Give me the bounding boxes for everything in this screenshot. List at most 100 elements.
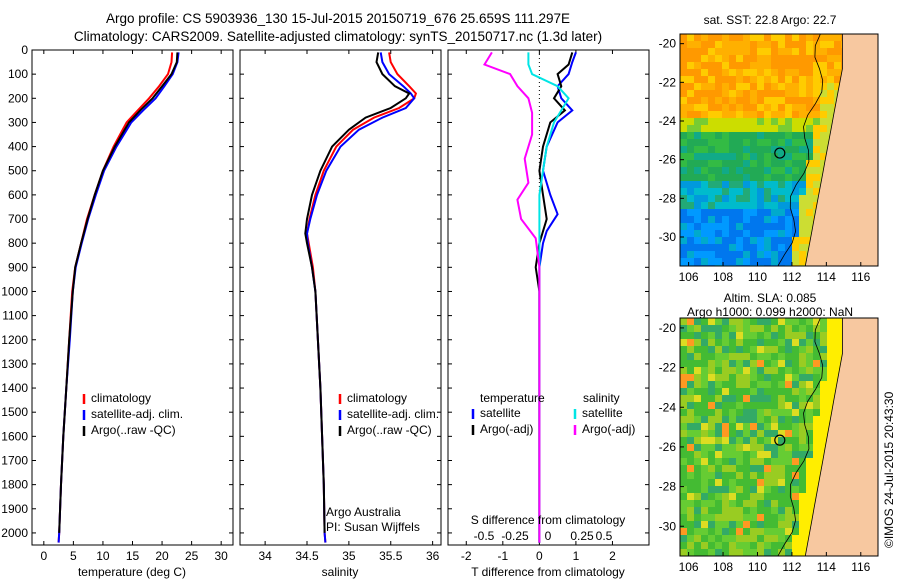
sla-heatmap-cell [680, 332, 687, 339]
sla-heatmap-cell [715, 500, 722, 507]
sla-heatmap-cell [701, 318, 708, 325]
sst-heatmap-cell [764, 83, 771, 90]
sst-heatmap-cell [743, 195, 750, 202]
sla-heatmap-cell [687, 388, 694, 395]
sla-heatmap-cell [722, 472, 729, 479]
sla-heatmap-cell [771, 542, 778, 549]
sst-heatmap-cell [792, 118, 799, 125]
sla-heatmap-cell [834, 339, 841, 346]
sst-heatmap-cell [736, 111, 743, 118]
sst-heatmap-cell [680, 62, 687, 69]
sst-heatmap-cell [722, 258, 729, 265]
sla-heatmap-cell [694, 500, 701, 507]
sla-heatmap-cell [715, 318, 722, 325]
sla-heatmap-cell [680, 381, 687, 388]
sla-heatmap-cell [785, 451, 792, 458]
sst-heatmap-cell [701, 181, 708, 188]
sla-heatmap-cell [743, 535, 750, 542]
sst-heatmap-cell [701, 55, 708, 62]
sst-heatmap-cell [694, 111, 701, 118]
sst-heatmap-cell [785, 76, 792, 83]
sst-heatmap-cell [750, 34, 757, 41]
sst-heatmap-cell [680, 230, 687, 237]
sla-heatmap-cell [736, 353, 743, 360]
sla-heatmap-cell [806, 451, 813, 458]
sla-heatmap-cell [736, 416, 743, 423]
sla-heatmap-cell [764, 353, 771, 360]
sla-heatmap-cell [687, 325, 694, 332]
sla-heatmap-cell [750, 339, 757, 346]
sla-heatmap-cell [764, 402, 771, 409]
sst-heatmap-cell [799, 230, 806, 237]
sla-heatmap-cell [764, 430, 771, 437]
depth-tick-label: 200 [8, 91, 28, 105]
sst-heatmap-cell [806, 167, 813, 174]
sst-heatmap-cell [778, 237, 785, 244]
sst-heatmap-cell [736, 195, 743, 202]
sla-heatmap-cell [764, 388, 771, 395]
sst-heatmap-cell [736, 209, 743, 216]
sla-heatmap-cell [785, 402, 792, 409]
sst-heatmap-cell [778, 209, 785, 216]
sla-heatmap-cell [729, 444, 736, 451]
sla-heatmap-cell [750, 374, 757, 381]
sla-heatmap-cell [757, 542, 764, 549]
sst-heatmap-cell [799, 118, 806, 125]
sst-heatmap-cell [806, 237, 813, 244]
sst-heatmap-cell [806, 132, 813, 139]
sst-heatmap-cell [764, 202, 771, 209]
sla-heatmap-cell [743, 332, 750, 339]
sst-heatmap-cell [694, 216, 701, 223]
sla-heatmap-cell [729, 521, 736, 528]
sst-heatmap-cell [729, 167, 736, 174]
sst-heatmap-cell [757, 188, 764, 195]
sst-heatmap-cell [708, 167, 715, 174]
map-y-tick-label: -20 [659, 37, 677, 51]
sst-heatmap-cell [778, 83, 785, 90]
sst-heatmap-cell [806, 118, 813, 125]
sla-heatmap-cell [771, 444, 778, 451]
sla-heatmap-cell [813, 388, 820, 395]
sla-heatmap-cell [820, 346, 827, 353]
sst-heatmap-cell [743, 230, 750, 237]
sst-heatmap-cell [778, 118, 785, 125]
sst-heatmap-cell [806, 104, 813, 111]
sla-heatmap-cell [708, 451, 715, 458]
sst-heatmap-cell [715, 69, 722, 76]
x-tick-label: 2 [609, 549, 616, 563]
sst-heatmap-cell [764, 125, 771, 132]
sst-heatmap-cell [715, 244, 722, 251]
sla-heatmap-cell [729, 332, 736, 339]
sst-heatmap-cell [680, 244, 687, 251]
sla-heatmap-cell [743, 465, 750, 472]
sla-heatmap-cell [778, 339, 785, 346]
sst-heatmap-cell [757, 97, 764, 104]
sla-heatmap-cell [757, 409, 764, 416]
sla-heatmap-cell [701, 500, 708, 507]
sst-heatmap-cell [722, 167, 729, 174]
sst-heatmap-cell [715, 55, 722, 62]
sla-heatmap-cell [792, 542, 799, 549]
sla-heatmap-cell [750, 416, 757, 423]
sst-heatmap-cell [687, 125, 694, 132]
sla-heatmap-cell [743, 514, 750, 521]
sst-heatmap-cell [694, 237, 701, 244]
sst-heatmap-cell [799, 153, 806, 160]
sst-heatmap-cell [799, 34, 806, 41]
x-tick-label: 10 [96, 549, 110, 563]
sla-heatmap-cell [722, 325, 729, 332]
sla-heatmap-cell [701, 514, 708, 521]
sla-heatmap-cell [750, 458, 757, 465]
sst-heatmap-cell [743, 34, 750, 41]
map-y-tick-label: -28 [659, 480, 677, 494]
sst-heatmap-cell [708, 62, 715, 69]
sla-heatmap-cell [750, 395, 757, 402]
sst-heatmap-cell [736, 188, 743, 195]
sla-heatmap-cell [771, 521, 778, 528]
sla-heatmap-cell [750, 451, 757, 458]
sla-heatmap-cell [715, 346, 722, 353]
sla-heatmap-cell [708, 430, 715, 437]
sla-heatmap-cell [708, 437, 715, 444]
sst-heatmap-cell [680, 125, 687, 132]
sla-heatmap-cell [715, 409, 722, 416]
